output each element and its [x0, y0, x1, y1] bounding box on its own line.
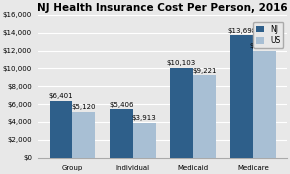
Text: $3,913: $3,913 [132, 115, 157, 121]
Title: NJ Health Insurance Cost Per Person, 2016: NJ Health Insurance Cost Per Person, 201… [37, 3, 288, 13]
Bar [110, 109, 133, 158]
Bar [253, 51, 276, 158]
Text: $11,930: $11,930 [250, 44, 279, 49]
Bar [133, 123, 155, 158]
Text: $5,120: $5,120 [72, 104, 96, 110]
Bar [230, 35, 253, 158]
Text: $5,406: $5,406 [109, 102, 133, 108]
Legend: NJ, US: NJ, US [253, 22, 283, 48]
Text: $6,401: $6,401 [49, 93, 73, 99]
Text: $13,698: $13,698 [227, 28, 256, 34]
Bar [170, 68, 193, 158]
Bar [193, 75, 216, 158]
Bar [50, 101, 72, 158]
Text: $9,221: $9,221 [192, 68, 217, 74]
Bar [72, 112, 95, 158]
Text: $10,103: $10,103 [167, 60, 196, 66]
